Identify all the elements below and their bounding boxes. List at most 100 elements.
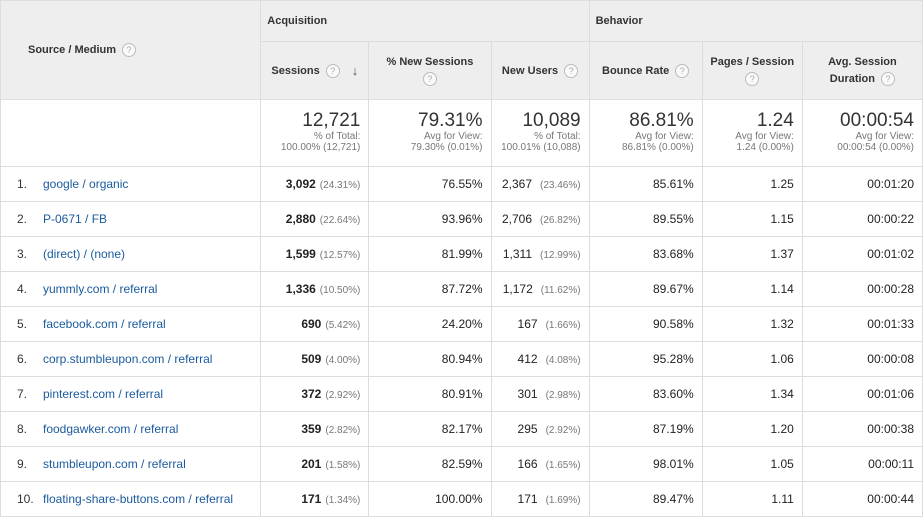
summary-row: 12,721 % of Total: 100.00% (12,721) 79.3…: [0, 99, 923, 167]
new-users-value: 166: [517, 457, 538, 471]
pages-session-cell: 1.25: [701, 166, 803, 202]
new-sessions-cell: 100.00%: [368, 481, 492, 517]
source-medium-link[interactable]: (direct) / (none): [43, 247, 126, 261]
summary-value: 12,721: [302, 110, 361, 131]
source-medium-cell: 5. facebook.com / referral: [0, 306, 262, 342]
summary-value: 86.81%: [629, 110, 694, 131]
table-row: 10. floating-share-buttons.com / referral…: [0, 481, 923, 517]
sessions-cell: 372 (2.92%): [260, 376, 370, 412]
table-row: 3. (direct) / (none) 1,599 (12.57%) 81.99% 1,…: [0, 236, 923, 272]
sessions-cell: 690 (5.42%): [260, 306, 370, 342]
bounce-rate-cell: 89.67%: [588, 271, 703, 307]
sessions-cell: 171 (1.34%): [260, 481, 370, 517]
sessions-column-header[interactable]: Sessions ? ↓: [260, 41, 370, 100]
new-users-percent: (12.99%): [540, 250, 581, 261]
sessions-percent: (10.50%): [319, 285, 361, 296]
source-medium-label: Source / Medium: [28, 44, 117, 56]
pages-session-cell: 1.20: [701, 411, 803, 447]
new-sessions-header-label: % New Sessions: [386, 55, 474, 68]
new-users-value: 412: [517, 352, 538, 366]
bounce-rate-cell: 87.19%: [588, 411, 703, 447]
table-row: 7. pinterest.com / referral 372 (2.92%) 80.9…: [0, 376, 923, 412]
new-users-percent: (2.98%): [545, 390, 581, 401]
table-row: 5. facebook.com / referral 690 (5.42%) 24.20…: [0, 306, 923, 342]
pages-session-cell: 1.14: [701, 271, 803, 307]
new-users-percent: (1.65%): [545, 460, 581, 471]
sessions-value: 1,336: [285, 282, 316, 296]
row-number: 8.: [17, 422, 28, 436]
new-sessions-cell: 87.72%: [368, 271, 492, 307]
source-medium-link[interactable]: foodgawker.com / referral: [43, 422, 179, 436]
source-medium-link[interactable]: floating-share-buttons.com / referral: [43, 492, 234, 506]
new-users-cell: 167 (1.66%): [490, 306, 590, 342]
summary-note: Avg for View:: [423, 131, 483, 142]
help-icon[interactable]: ?: [675, 63, 690, 78]
sessions-value: 359: [301, 422, 322, 436]
pages-session-header-label: Pages / Session: [710, 55, 795, 68]
summary-value: 79.31%: [418, 110, 483, 131]
row-number: 2.: [17, 212, 28, 226]
summary-new-sessions: 79.31% Avg for View: 79.30% (0.01%): [368, 99, 492, 167]
new-users-column-header[interactable]: New Users ?: [490, 41, 590, 100]
new-users-cell: 2,706 (26.82%): [490, 201, 590, 237]
sessions-percent: (2.92%): [325, 390, 361, 401]
source-medium-link[interactable]: pinterest.com / referral: [43, 387, 164, 401]
sessions-value: 2,880: [285, 212, 316, 226]
avg-duration-cell: 00:00:28: [801, 271, 923, 307]
source-medium-link[interactable]: stumbleupon.com / referral: [43, 457, 186, 471]
new-users-percent: (23.46%): [540, 180, 581, 191]
source-medium-cell: 9. stumbleupon.com / referral: [0, 446, 262, 482]
summary-note: 86.81% (0.00%): [621, 142, 694, 153]
new-users-value: 167: [517, 317, 538, 331]
help-icon[interactable]: ?: [422, 71, 437, 86]
sessions-percent: (1.34%): [325, 495, 361, 506]
row-number: 3.: [17, 247, 28, 261]
avg-session-duration-column-header[interactable]: Avg. Session Duration ?: [801, 41, 923, 100]
source-medium-link[interactable]: corp.stumbleupon.com / referral: [43, 352, 213, 366]
sessions-value: 3,092: [285, 177, 316, 191]
help-icon[interactable]: ?: [564, 63, 579, 78]
source-medium-cell: 4. yummly.com / referral: [0, 271, 262, 307]
pages-session-cell: 1.34: [701, 376, 803, 412]
summary-note: 100.01% (10,088): [501, 142, 581, 153]
new-users-value: 1,311: [502, 247, 533, 261]
help-icon[interactable]: ?: [325, 63, 340, 78]
sessions-percent: (12.57%): [319, 250, 361, 261]
summary-note: 79.30% (0.01%): [410, 142, 483, 153]
behavior-group-header: Behavior: [588, 0, 923, 42]
summary-new-users: 10,089 % of Total: 100.01% (10,088): [490, 99, 590, 167]
source-medium-cell: 2. P-0671 / FB: [0, 201, 262, 237]
bounce-rate-column-header[interactable]: Bounce Rate ?: [588, 41, 703, 100]
bounce-rate-cell: 89.55%: [588, 201, 703, 237]
summary-value: 10,089: [522, 110, 581, 131]
sessions-percent: (1.58%): [325, 460, 361, 471]
help-icon[interactable]: ?: [745, 71, 760, 86]
source-medium-link[interactable]: P-0671 / FB: [43, 212, 108, 226]
table-row: 1. google / organic 3,092 (24.31%) 76.55% 2,3…: [0, 166, 923, 202]
help-icon[interactable]: ?: [881, 71, 896, 86]
source-medium-cell: 8. foodgawker.com / referral: [0, 411, 262, 447]
new-users-value: 2,706: [501, 212, 533, 226]
sessions-value: 690: [301, 317, 322, 331]
sessions-value: 171: [301, 492, 322, 506]
summary-note: Avg for View:: [855, 131, 914, 142]
pages-session-column-header[interactable]: Pages / Session ?: [701, 41, 803, 100]
new-users-percent: (2.92%): [545, 425, 581, 436]
sessions-header-label: Sessions: [271, 64, 320, 77]
help-icon[interactable]: ?: [122, 43, 137, 57]
avg-duration-cell: 00:00:38: [801, 411, 923, 447]
table-row: 8. foodgawker.com / referral 359 (2.82%) 82.…: [0, 411, 923, 447]
acquisition-group-header: Acquisition: [260, 0, 590, 42]
summary-note: 100.00% (12,721): [280, 142, 361, 153]
source-medium-link[interactable]: facebook.com / referral: [43, 317, 166, 331]
source-medium-header[interactable]: Source / Medium ?: [0, 0, 262, 100]
avg-duration-cell: 00:00:44: [801, 481, 923, 517]
summary-avg-duration: 00:00:54 Avg for View: 00:00:54 (0.00%): [801, 99, 923, 167]
sort-descending-icon[interactable]: ↓: [351, 63, 359, 78]
pages-session-cell: 1.32: [701, 306, 803, 342]
source-medium-link[interactable]: google / organic: [43, 177, 129, 191]
avg-duration-cell: 00:01:20: [801, 166, 923, 202]
new-sessions-column-header[interactable]: % New Sessions ?: [368, 41, 492, 100]
new-users-value: 171: [517, 492, 538, 506]
source-medium-link[interactable]: yummly.com / referral: [43, 282, 158, 296]
